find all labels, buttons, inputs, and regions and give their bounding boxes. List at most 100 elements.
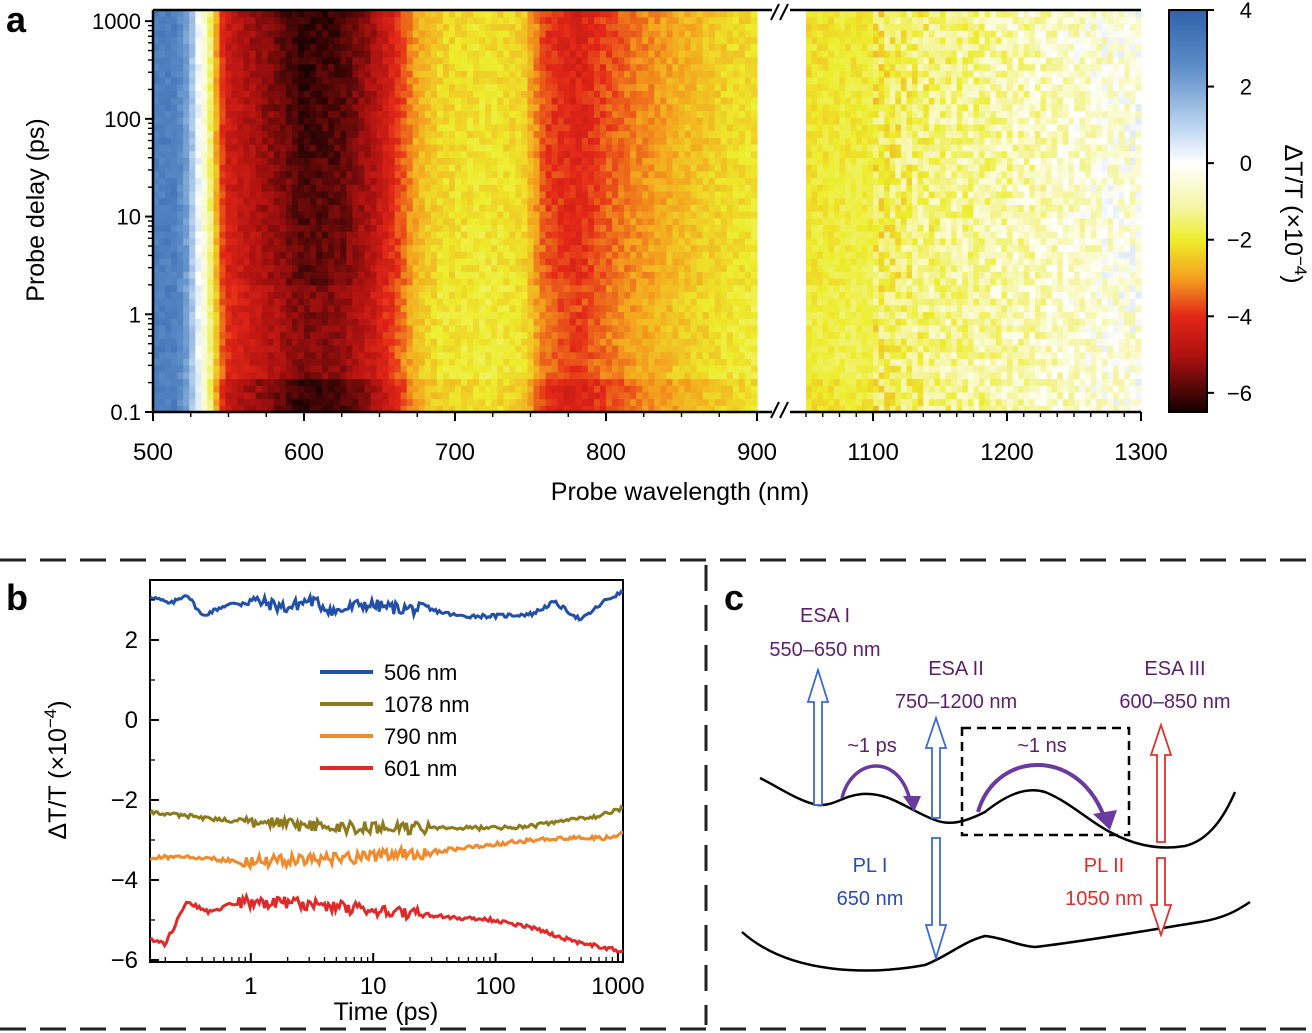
heatmap-left-cell	[479, 204, 486, 212]
heatmap-left-cell	[515, 385, 523, 393]
heatmap-left-cell	[563, 110, 571, 118]
heatmap-left-cell	[334, 177, 341, 185]
heatmap-left-cell	[618, 358, 625, 366]
heatmap-left-cell	[563, 298, 571, 306]
heatmap-left-cell	[660, 204, 667, 212]
heatmap-left-cell	[297, 291, 305, 299]
heatmap-left-cell	[189, 231, 196, 239]
heatmap-left-cell	[539, 378, 547, 386]
heatmap-left-cell	[636, 83, 643, 91]
heatmap-left-cell	[648, 77, 655, 85]
heatmap-left-cell	[690, 110, 698, 118]
heatmap-left-cell	[436, 244, 444, 252]
heatmap-left-cell	[581, 345, 589, 353]
heatmap-left-cell	[201, 398, 208, 406]
heatmap-left-cell	[376, 97, 384, 105]
heatmap-left-cell	[563, 177, 571, 185]
heatmap-left-cell	[575, 211, 583, 219]
heatmap-left-cell	[171, 190, 178, 199]
heatmap-left-cell	[642, 385, 649, 393]
heatmap-left-cell	[370, 130, 378, 138]
heatmap-left-cell	[726, 378, 734, 386]
heatmap-left-cell	[461, 211, 468, 219]
heatmap-left-cell	[738, 184, 746, 192]
heatmap-left-cell	[424, 338, 432, 346]
heatmap-left-cell	[231, 211, 239, 219]
heatmap-left-cell	[370, 311, 378, 319]
heatmap-left-cell	[340, 385, 347, 393]
heatmap-left-cell	[618, 291, 625, 299]
heatmap-left-cell	[557, 184, 565, 192]
heatmap-left-cell	[225, 211, 233, 219]
heatmap-left-cell	[225, 110, 233, 118]
heatmap-left-cell	[171, 103, 178, 112]
heatmap-left-cell	[618, 123, 625, 132]
heatmap-left-cell	[328, 77, 335, 85]
heatmap-left-cell	[672, 298, 680, 306]
heatmap-left-cell	[473, 244, 480, 252]
heatmap-left-cell	[189, 378, 196, 386]
heatmap-left-cell	[267, 378, 275, 386]
heatmap-left-cell	[171, 351, 178, 359]
heatmap-left-cell	[750, 157, 758, 165]
heatmap-left-cell	[376, 298, 384, 306]
heatmap-left-cell	[406, 197, 414, 205]
heatmap-left-cell	[406, 150, 414, 158]
heatmap-left-cell	[491, 331, 498, 339]
heatmap-left-cell	[285, 291, 293, 299]
heatmap-left-cell	[630, 405, 637, 413]
heatmap-left-cell	[328, 405, 335, 413]
heatmap-left-cell	[497, 184, 504, 192]
heatmap-left-cell	[551, 345, 559, 353]
heatmap-left-cell	[358, 211, 365, 219]
heatmap-left-cell	[334, 264, 341, 272]
heatmap-left-cell	[618, 103, 625, 112]
heatmap-left-cell	[551, 231, 559, 239]
heatmap-left-cell	[612, 83, 619, 91]
heatmap-left-cell	[672, 177, 680, 185]
heatmap-left-cell	[388, 338, 396, 346]
heatmap-left-cell	[195, 324, 202, 333]
heatmap-left-cell	[406, 365, 414, 373]
heatmap-left-cell	[237, 257, 245, 266]
heatmap-left-cell	[593, 264, 601, 272]
heatmap-left-cell	[358, 351, 365, 359]
heatmap-left-cell	[310, 204, 317, 212]
heatmap-left-cell	[261, 130, 269, 138]
heatmap-left-cell	[750, 345, 758, 353]
heatmap-left-cell	[165, 304, 172, 313]
heatmap-left-cell	[334, 324, 341, 333]
heatmap-left-cell	[364, 378, 372, 386]
heatmap-left-cell	[678, 157, 686, 165]
heatmap-left-cell	[636, 170, 643, 179]
heatmap-left-cell	[515, 291, 523, 299]
heatmap-left-cell	[738, 278, 746, 286]
heatmap-left-cell	[334, 130, 341, 138]
heatmap-left-cell	[370, 83, 378, 91]
heatmap-left-cell	[593, 144, 601, 152]
heatmap-left-cell	[672, 251, 680, 259]
heatmap-left-cell	[521, 318, 529, 326]
heatmap-left-cell	[352, 144, 359, 152]
heatmap-left-cell	[189, 110, 196, 118]
heatmap-left-cell	[684, 83, 692, 91]
heatmap-left-cell	[436, 378, 444, 386]
heatmap-left-cell	[527, 103, 535, 112]
heatmap-left-cell	[473, 184, 480, 192]
heatmap-left-cell	[219, 385, 227, 393]
heatmap-left-cell	[545, 150, 553, 158]
heatmap-left-cell	[255, 97, 263, 105]
heatmap-left-cell	[714, 217, 722, 225]
heatmap-left-cell	[448, 117, 456, 125]
heatmap-left-cell	[189, 137, 196, 145]
heatmap-left-cell	[364, 190, 372, 199]
heatmap-left-cell	[455, 164, 462, 172]
heatmap-left-cell	[352, 97, 359, 105]
heatmap-left-cell	[394, 244, 402, 252]
heatmap-left-cell	[509, 170, 516, 179]
heatmap-left-cell	[557, 264, 565, 272]
heatmap-left-cell	[183, 331, 190, 339]
heatmap-left-cell	[690, 398, 698, 406]
heatmap-left-cell	[219, 237, 227, 246]
heatmap-left-cell	[304, 211, 311, 219]
